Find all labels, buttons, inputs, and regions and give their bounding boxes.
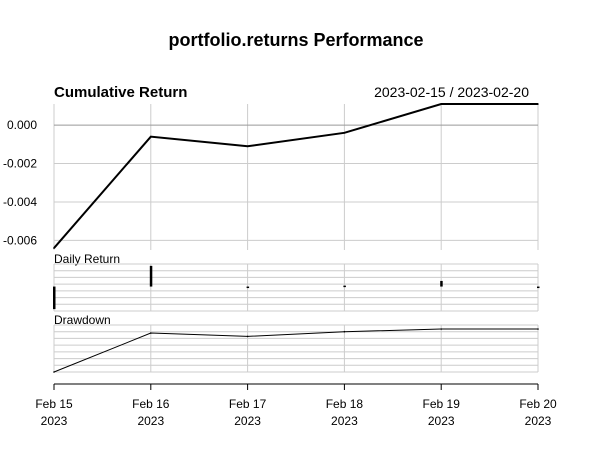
x-tick-year-2: 2023 bbox=[234, 414, 261, 428]
daily-return-bar-3 bbox=[343, 285, 346, 288]
x-tick-label-2: Feb 17 bbox=[229, 397, 267, 411]
panel-title-drawdown: Drawdown bbox=[54, 313, 111, 327]
daily-return-bar-4 bbox=[440, 280, 443, 287]
series-layer bbox=[53, 103, 540, 373]
x-tick-year-0: 2023 bbox=[41, 414, 68, 428]
data-point-drawdown-4 bbox=[440, 328, 443, 330]
panel-title-daily: Daily Return bbox=[54, 252, 120, 266]
data-point-cumulative-2 bbox=[246, 145, 249, 148]
data-point-cumulative-3 bbox=[343, 132, 346, 134]
x-tick-label-4: Feb 19 bbox=[423, 397, 461, 411]
daily-return-bar-2 bbox=[246, 286, 250, 289]
y-tick-label-cumulative-0: 0.000 bbox=[7, 118, 37, 132]
label-layer: 0.000 -0.002 -0.004 -0.006 Feb 15 2023 Feb 16 2… bbox=[3, 118, 557, 428]
daily-return-bar-5 bbox=[537, 286, 540, 289]
date-range-label: 2023-02-15 / 2023-02-20 bbox=[374, 84, 529, 100]
data-point-cumulative-0 bbox=[53, 247, 55, 249]
grid-layer bbox=[53, 104, 539, 373]
series-line-cumulative bbox=[53, 103, 538, 249]
x-tick-year-1: 2023 bbox=[137, 414, 164, 428]
data-point-cumulative-4 bbox=[440, 103, 443, 105]
chart-title: portfolio.returns Performance bbox=[168, 30, 423, 50]
data-point-drawdown-3 bbox=[343, 330, 346, 333]
data-point-drawdown-5 bbox=[537, 328, 539, 330]
data-point-drawdown-2 bbox=[246, 335, 249, 338]
x-tick-year-4: 2023 bbox=[428, 414, 455, 428]
daily-return-bar-0 bbox=[53, 286, 56, 310]
data-point-drawdown-1 bbox=[150, 332, 152, 334]
y-tick-label-cumulative-2: -0.004 bbox=[3, 195, 37, 209]
x-tick-label-5: Feb 20 bbox=[519, 397, 557, 411]
x-tick-label-0: Feb 15 bbox=[35, 397, 73, 411]
data-point-cumulative-5 bbox=[537, 103, 539, 105]
data-point-drawdown-0 bbox=[53, 371, 55, 373]
x-tick-year-5: 2023 bbox=[525, 414, 552, 428]
panel-title-cumulative: Cumulative Return bbox=[54, 84, 187, 101]
y-tick-label-cumulative-1: -0.002 bbox=[3, 157, 37, 171]
axis-layer bbox=[53, 383, 539, 390]
x-tick-label-1: Feb 16 bbox=[132, 397, 170, 411]
series-line-drawdown bbox=[53, 328, 538, 373]
x-tick-year-3: 2023 bbox=[331, 414, 358, 428]
daily-return-bar-1 bbox=[149, 265, 153, 287]
y-tick-label-cumulative-3: -0.006 bbox=[3, 233, 37, 247]
data-point-cumulative-1 bbox=[150, 135, 152, 138]
x-tick-label-3: Feb 18 bbox=[326, 397, 364, 411]
